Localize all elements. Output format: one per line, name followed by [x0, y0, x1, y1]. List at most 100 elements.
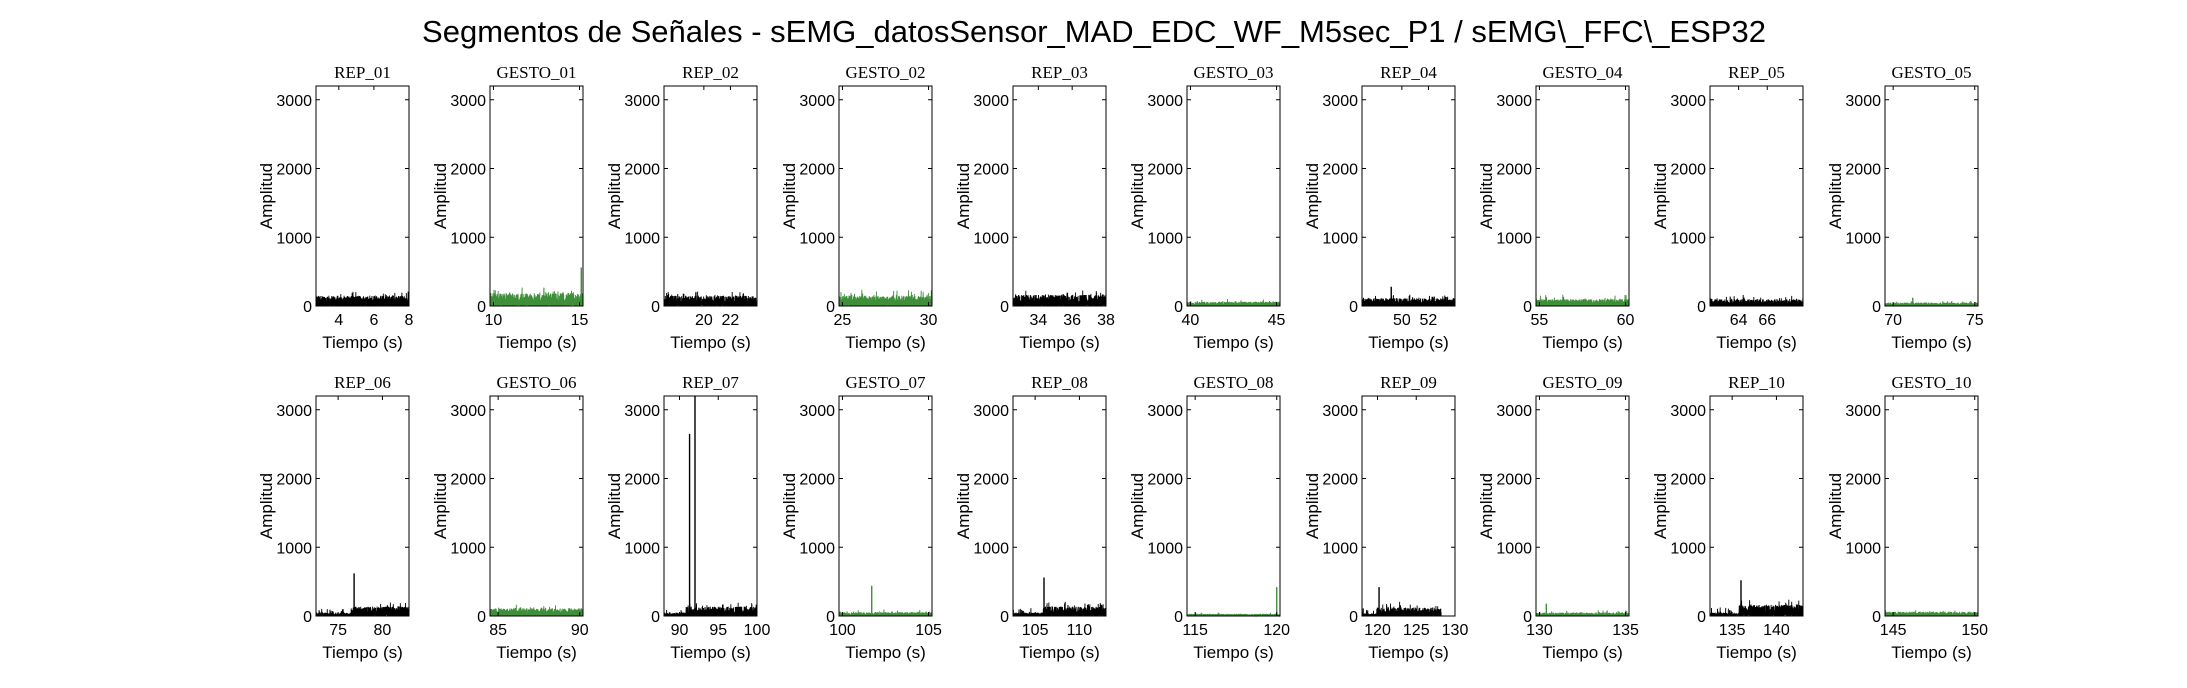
- axes-box: [1884, 85, 1979, 307]
- y-tick-label: 0: [651, 609, 660, 626]
- y-axis-label: Amplitud: [1651, 473, 1670, 539]
- axes-box: [1361, 85, 1456, 307]
- y-tick-label: 1000: [450, 230, 486, 247]
- x-tick-label: 52: [1420, 312, 1438, 329]
- signal-trace: [489, 287, 584, 307]
- x-tick-label: 130: [1442, 622, 1469, 639]
- y-tick-label: 1000: [1670, 540, 1706, 557]
- signal-trace: [1535, 610, 1630, 617]
- subplot-gesto_07: 0 1000 2000 3000 100 105 GESTO_07 Tiempo (s) Amp…: [780, 373, 942, 662]
- subplot-title: GESTO_10: [1892, 373, 1972, 392]
- x-axis-label: Tiempo (s): [1368, 643, 1449, 662]
- signal-trace: [1884, 610, 1979, 617]
- y-tick-label: 2000: [1670, 162, 1706, 179]
- y-axis-label: Amplitud: [605, 473, 624, 539]
- x-tick-label: 40: [1182, 312, 1200, 329]
- y-tick-label: 3000: [1496, 403, 1532, 420]
- subplot-gesto_04: 0 1000 2000 3000 55 60 GESTO_04 Tiempo (s) Ampli…: [1477, 63, 1635, 352]
- y-tick-label: 3000: [1845, 403, 1881, 420]
- y-tick-label: 3000: [276, 93, 312, 110]
- y-tick-label: 2000: [1322, 472, 1358, 489]
- x-tick-label: 135: [1719, 622, 1746, 639]
- x-tick-label: 75: [1966, 312, 1984, 329]
- y-tick-label: 0: [651, 299, 660, 316]
- signal-trace: [1012, 290, 1107, 307]
- y-tick-label: 2000: [1322, 162, 1358, 179]
- x-tick-label: 22: [722, 312, 740, 329]
- y-tick-label: 3000: [624, 93, 660, 110]
- y-axis-label: Amplitud: [1651, 163, 1670, 229]
- y-axis-label: Amplitud: [431, 163, 450, 229]
- y-tick-label: 1000: [1845, 540, 1881, 557]
- subplot-rep_10: 0 1000 2000 3000 135 140 REP_10 Tiempo (s) Ampli…: [1651, 373, 1804, 662]
- x-tick-label: 64: [1730, 312, 1748, 329]
- x-axis-label: Tiempo (s): [496, 333, 577, 352]
- y-tick-label: 2000: [1496, 472, 1532, 489]
- subplot-title: REP_05: [1728, 63, 1785, 82]
- y-tick-label: 0: [1000, 299, 1009, 316]
- subplot-rep_08: 0 1000 2000 3000 105 110 REP_08 Tiempo (s) Ampli…: [954, 373, 1107, 662]
- figure-suptitle: Segmentos de Señales - sEMG_datosSensor_…: [422, 14, 1766, 49]
- y-tick-label: 3000: [450, 403, 486, 420]
- y-tick-label: 1000: [799, 230, 835, 247]
- x-tick-label: 45: [1268, 312, 1286, 329]
- y-tick-label: 3000: [450, 93, 486, 110]
- x-axis-label: Tiempo (s): [1542, 643, 1623, 662]
- x-axis-label: Tiempo (s): [1193, 333, 1274, 352]
- signal-trace: [1012, 601, 1107, 617]
- y-tick-label: 3000: [799, 403, 835, 420]
- signal-trace: [1361, 601, 1455, 617]
- subplot-title: GESTO_01: [497, 63, 577, 82]
- subplot-gesto_06: 0 1000 2000 3000 85 90 GESTO_06 Tiempo (s) Ampli…: [431, 373, 589, 662]
- axes-box: [1361, 395, 1456, 617]
- signal-trace: [838, 609, 933, 617]
- y-tick-label: 2000: [1147, 162, 1183, 179]
- y-tick-label: 2000: [1147, 472, 1183, 489]
- x-axis-label: Tiempo (s): [845, 333, 926, 352]
- x-axis-label: Tiempo (s): [322, 643, 403, 662]
- y-tick-label: 1000: [1322, 540, 1358, 557]
- y-axis-label: Amplitud: [1128, 163, 1147, 229]
- axes-box: [1186, 85, 1281, 307]
- signal-trace: [1186, 299, 1281, 307]
- subplot-rep_02: 0 1000 2000 3000 20 22 REP_02 Tiempo (s) Amplitu…: [605, 63, 758, 352]
- signal-trace: [1709, 599, 1804, 617]
- x-tick-label: 90: [571, 622, 589, 639]
- y-axis-label: Amplitud: [954, 473, 973, 539]
- y-axis-label: Amplitud: [780, 473, 799, 539]
- x-tick-label: 110: [1067, 622, 1093, 639]
- y-axis-label: Amplitud: [780, 163, 799, 229]
- axes-box: [838, 395, 933, 617]
- y-tick-label: 0: [1523, 299, 1532, 316]
- signal-trace: [663, 602, 758, 617]
- x-tick-label: 120: [1364, 622, 1391, 639]
- subplot-rep_01: 0 1000 2000 3000 4 6 8 REP_01 Tiempo (s) Amplitud: [257, 63, 414, 352]
- x-axis-label: Tiempo (s): [1193, 643, 1274, 662]
- y-tick-label: 3000: [624, 403, 660, 420]
- axes-box: [663, 85, 758, 307]
- y-tick-label: 3000: [1496, 93, 1532, 110]
- x-axis-label: Tiempo (s): [1716, 333, 1797, 352]
- y-tick-label: 0: [1872, 609, 1881, 626]
- y-tick-label: 0: [1697, 609, 1706, 626]
- y-tick-label: 0: [1523, 609, 1532, 626]
- y-tick-label: 0: [303, 609, 312, 626]
- subplot-rep_06: 0 1000 2000 3000 75 80 REP_06 Tiempo (s) Amplitu…: [257, 373, 410, 662]
- subplot-gesto_10: 0 1000 2000 3000 145 150 GESTO_10 Tiempo (s) Amp…: [1826, 373, 1988, 662]
- subplot-gesto_01: 0 1000 2000 3000 10 15 GESTO_01 Tiempo (s) Ampli…: [431, 63, 589, 352]
- axes-box: [315, 395, 410, 617]
- subplot-title: GESTO_09: [1543, 373, 1623, 392]
- axes-box: [1535, 85, 1630, 307]
- y-tick-label: 2000: [276, 162, 312, 179]
- y-axis-label: Amplitud: [431, 473, 450, 539]
- y-tick-label: 1000: [450, 540, 486, 557]
- x-tick-label: 50: [1393, 312, 1411, 329]
- y-tick-label: 2000: [973, 472, 1009, 489]
- x-tick-label: 4: [334, 312, 343, 329]
- y-axis-label: Amplitud: [1477, 473, 1496, 539]
- x-tick-label: 125: [1403, 622, 1430, 639]
- y-tick-label: 2000: [276, 472, 312, 489]
- x-axis-label: Tiempo (s): [1891, 333, 1972, 352]
- y-tick-label: 2000: [973, 162, 1009, 179]
- x-tick-label: 60: [1617, 312, 1635, 329]
